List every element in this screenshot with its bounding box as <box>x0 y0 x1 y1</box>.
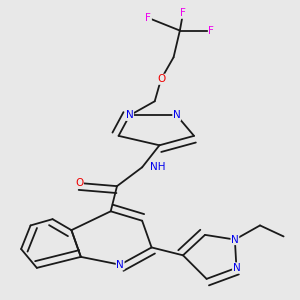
Text: NH: NH <box>150 162 166 172</box>
Text: N: N <box>232 263 240 273</box>
Text: F: F <box>180 8 186 18</box>
Text: N: N <box>231 235 239 244</box>
Text: O: O <box>157 74 165 84</box>
Text: N: N <box>116 260 124 270</box>
Text: N: N <box>173 110 181 120</box>
Text: F: F <box>208 26 214 36</box>
Text: F: F <box>146 13 152 23</box>
Text: O: O <box>75 178 83 188</box>
Text: N: N <box>126 110 134 120</box>
